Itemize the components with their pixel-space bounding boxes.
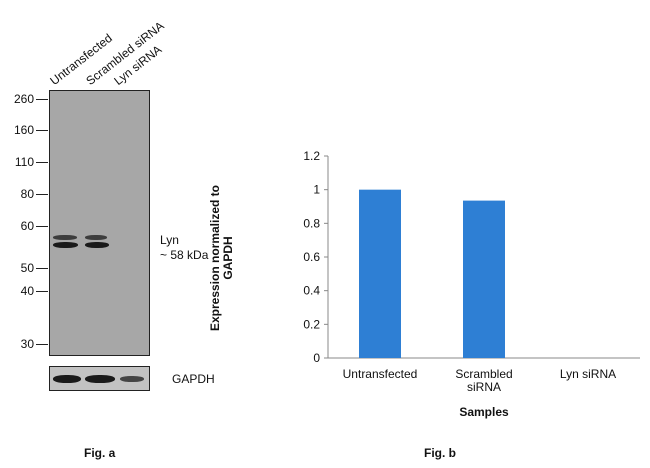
- y-tick-label: 0.2: [303, 317, 320, 331]
- y-tick-label: 1.2: [303, 149, 320, 163]
- x-tick-label: Untransfected: [343, 367, 418, 381]
- mw-tick: [36, 344, 48, 345]
- gapdh-band-scrambled: [85, 375, 115, 383]
- x-tick-label: Scrambled siRNA: [455, 367, 512, 394]
- y-tick-label: 0.4: [303, 284, 320, 298]
- mw-tick: [36, 291, 48, 292]
- mw-tick: [36, 130, 48, 131]
- mw-tick: [36, 99, 48, 100]
- gapdh-label: GAPDH: [172, 372, 215, 386]
- lyn-band-scrambled: [85, 242, 109, 248]
- mw-marker-160: 160: [13, 123, 34, 137]
- mw-marker-260: 260: [13, 92, 34, 106]
- band-label-lyn: Lyn: [160, 233, 179, 247]
- gapdh-band-lyn-sirna: [120, 376, 144, 382]
- fig-a-caption: Fig. a: [84, 446, 116, 460]
- mw-marker-110: 110: [14, 155, 34, 169]
- mw-marker-30: 30: [20, 337, 34, 351]
- mw-tick: [36, 194, 48, 195]
- bar: [359, 189, 401, 358]
- gapdh-blot-strip: [49, 366, 150, 391]
- fig-b-caption: Fig. b: [424, 446, 456, 460]
- mw-marker-60: 60: [20, 219, 34, 233]
- mw-tick: [36, 268, 48, 269]
- y-tick-label: 0: [313, 351, 320, 365]
- y-tick-label: 1: [313, 183, 320, 197]
- mw-marker-40: 40: [20, 284, 34, 298]
- y-tick-label: 0.6: [303, 250, 320, 264]
- x-tick-label: Lyn siRNA: [560, 367, 616, 381]
- lyn-band-upper-scrambled: [85, 235, 107, 240]
- mw-marker-50: 50: [20, 261, 34, 275]
- blot-membrane: [49, 90, 150, 356]
- gapdh-band-untransfected: [53, 375, 81, 383]
- band-size-label: ~ 58 kDa: [160, 248, 209, 262]
- mw-marker-80: 80: [20, 187, 34, 201]
- y-axis-label: Expression normalized to GAPDH: [208, 184, 235, 332]
- mw-tick: [36, 226, 48, 227]
- mw-tick: [36, 162, 48, 163]
- x-axis-label-text: Samples: [459, 405, 509, 419]
- lyn-band-upper-untransfected: [53, 235, 77, 240]
- lyn-band-untransfected: [53, 242, 78, 248]
- bar: [463, 200, 505, 358]
- y-tick-label: 0.8: [303, 216, 320, 230]
